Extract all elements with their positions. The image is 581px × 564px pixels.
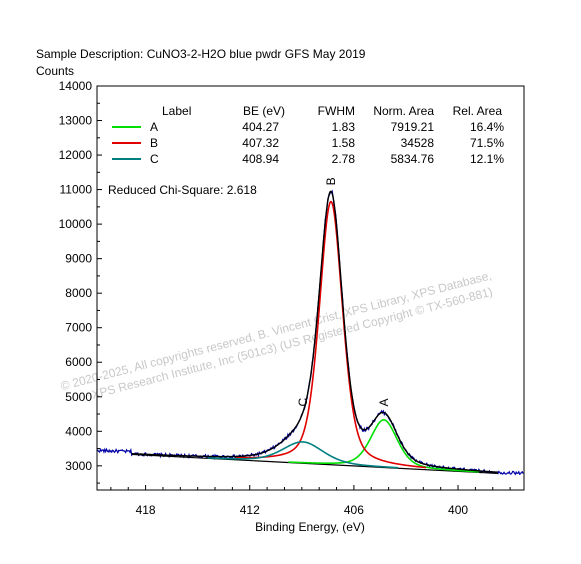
y-tick-label: 4000 bbox=[65, 424, 92, 438]
peak-labels: A B C bbox=[296, 177, 391, 406]
peak-components-layer bbox=[207, 200, 480, 473]
row-a-label: A bbox=[150, 120, 158, 134]
chi-square-label: Reduced Chi-Square: 2.618 bbox=[108, 183, 257, 197]
x-tick-label: 406 bbox=[344, 503, 364, 517]
peak-label-b: B bbox=[324, 177, 338, 185]
row-a-be: 404.27 bbox=[242, 120, 279, 134]
plot-frame bbox=[96, 85, 525, 491]
y-axis-ticks: 3000 4000 5000 6000 7000 8000 9000 10000 11000 12… bbox=[59, 79, 102, 484]
component-c-line bbox=[207, 441, 399, 469]
row-a-fwhm: 1.83 bbox=[332, 120, 356, 134]
y-tick-label: 10000 bbox=[59, 217, 93, 231]
y-tick-label: 5000 bbox=[65, 390, 92, 404]
row-b-be: 407.32 bbox=[242, 136, 279, 150]
y-tick-label: 6000 bbox=[65, 355, 92, 369]
x-tick-label: 418 bbox=[136, 503, 156, 517]
row-b-fwhm: 1.58 bbox=[332, 136, 356, 150]
y-tick-label: 13000 bbox=[59, 114, 93, 128]
row-b-norm-area: 34528 bbox=[401, 136, 435, 150]
row-c-fwhm: 2.78 bbox=[332, 152, 356, 166]
y-tick-label: 8000 bbox=[65, 286, 92, 300]
table-header-be: BE (eV) bbox=[243, 104, 285, 118]
y-axis-label: Counts bbox=[36, 64, 74, 78]
row-c-be: 408.94 bbox=[242, 152, 279, 166]
x-axis-label: Binding Energy, (eV) bbox=[255, 520, 365, 534]
component-b-line bbox=[235, 200, 427, 469]
peak-label-c: C bbox=[296, 397, 310, 406]
background-line bbox=[131, 453, 498, 475]
row-a-rel-area: 16.4% bbox=[470, 120, 504, 134]
envelope-layer bbox=[131, 190, 498, 473]
y-tick-label: 14000 bbox=[59, 79, 93, 93]
row-b-rel-area: 71.5% bbox=[470, 136, 504, 150]
table-header-fwhm: FWHM bbox=[318, 104, 355, 118]
y-tick-label: 12000 bbox=[59, 148, 93, 162]
row-c-rel-area: 12.1% bbox=[470, 152, 504, 166]
x-tick-label: 412 bbox=[240, 503, 260, 517]
chart-title: Sample Description: CuNO3-2-H2O blue pwd… bbox=[36, 47, 366, 61]
y-tick-label: 7000 bbox=[65, 321, 92, 335]
row-c-label: C bbox=[150, 152, 159, 166]
component-a-line bbox=[288, 419, 480, 473]
y-tick-label: 9000 bbox=[65, 252, 92, 266]
table-header-rel-area: Rel. Area bbox=[453, 104, 503, 118]
table-header-norm-area: Norm. Area bbox=[373, 104, 434, 118]
background-layer bbox=[131, 453, 498, 475]
y-tick-label: 11000 bbox=[60, 183, 93, 197]
row-a-norm-area: 7919.21 bbox=[391, 120, 435, 134]
x-axis-ticks: 418 412 406 400 bbox=[110, 485, 511, 517]
peak-label-a: A bbox=[377, 398, 391, 406]
table-header-label: Label bbox=[162, 104, 191, 118]
x-tick-label: 400 bbox=[448, 503, 468, 517]
row-b-label: B bbox=[150, 136, 158, 150]
y-tick-label: 3000 bbox=[65, 459, 92, 473]
row-c-norm-area: 5834.76 bbox=[391, 152, 435, 166]
fit-envelope-line bbox=[131, 190, 498, 473]
peak-table: Label BE (eV) FWHM Norm. Area Rel. Area … bbox=[112, 104, 504, 166]
